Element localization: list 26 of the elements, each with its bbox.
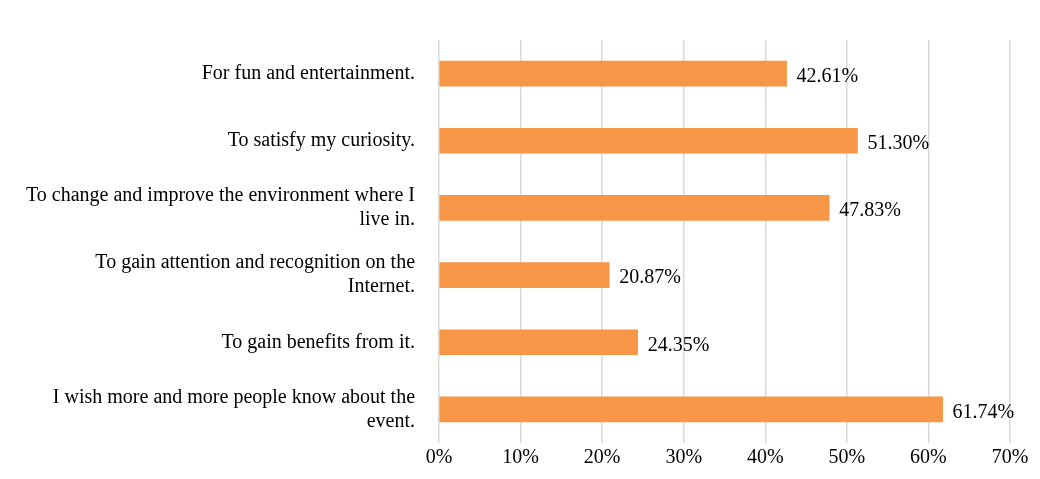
bar [439,396,943,423]
x-tick-label: 70% [991,445,1029,468]
x-tick-label: 60% [910,445,947,468]
y-tick-label: To gain benefits from it. [221,329,416,353]
y-tick-label: To gain attention and recognition on the Internet. [95,250,416,297]
x-tick-label: 30% [665,445,703,468]
bar [439,262,610,288]
bar [439,195,830,221]
data-label: 42.61% [796,63,859,86]
data-label: 61.74% [952,399,1015,422]
x-tick-label: 0% [425,445,453,468]
y-tick-label: I wish more and more people know about the event. [52,384,416,431]
data-label: 24.35% [647,332,710,355]
data-label: 51.30% [867,131,930,153]
bar [439,329,638,356]
y-tick-label: For fun and entertainment. [201,60,416,83]
x-tick-label: 20% [583,445,621,468]
x-tick-label: 10% [502,445,539,468]
data-label: 20.87% [619,265,681,288]
x-tick-label: 40% [746,445,784,468]
data-label: 47.83% [839,198,901,221]
bar [439,60,787,87]
y-tick-label: To satisfy my curiosity. [227,128,416,151]
x-tick-label: 50% [828,445,866,468]
bar [439,127,858,154]
y-tick-label: To change and improve the environment where I live in. [26,183,416,230]
